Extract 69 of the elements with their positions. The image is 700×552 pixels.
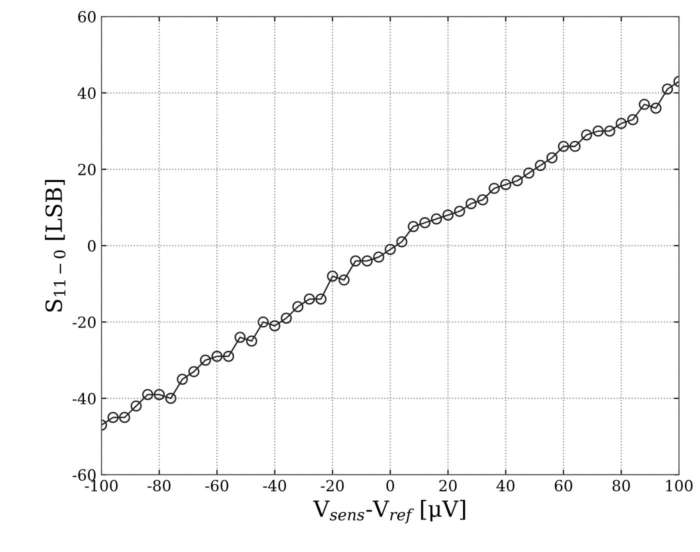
point <box>396 236 408 248</box>
point <box>142 388 154 400</box>
point <box>176 374 188 385</box>
point <box>627 114 638 126</box>
point <box>512 175 523 186</box>
point <box>442 210 454 221</box>
y-tick-label: -40 <box>72 392 96 404</box>
point <box>638 98 650 110</box>
point <box>558 140 570 152</box>
y-tick-label: -20 <box>72 316 96 328</box>
x-tick-label: 60 <box>554 480 572 492</box>
point <box>488 182 500 194</box>
point <box>234 332 246 343</box>
point <box>569 140 581 152</box>
point <box>304 294 315 305</box>
point <box>258 316 269 328</box>
point <box>466 198 477 210</box>
point <box>280 312 292 324</box>
point <box>662 84 674 95</box>
x-tick-label: -100 <box>85 480 118 492</box>
point <box>408 220 419 232</box>
point <box>292 301 304 312</box>
point <box>477 194 488 206</box>
point <box>188 366 200 378</box>
y-tick-label: 0 <box>88 240 96 252</box>
y-tick-label: 40 <box>78 87 96 99</box>
point <box>130 400 142 412</box>
x-tick-label: -80 <box>148 480 171 492</box>
point <box>592 126 604 137</box>
point <box>384 244 396 256</box>
point <box>419 217 430 228</box>
x-tick-label: 80 <box>612 480 630 492</box>
x-tick-label: -60 <box>205 480 228 492</box>
y-axis-title: S$_{11−0}$ [LSB] <box>44 180 66 312</box>
point <box>107 412 119 424</box>
point <box>454 206 466 217</box>
x-tick-label: -40 <box>263 480 286 492</box>
x-tick-label: 0 <box>386 480 394 492</box>
point <box>523 168 534 179</box>
x-tick-label: 40 <box>496 480 514 492</box>
point <box>246 336 258 347</box>
point <box>154 388 165 400</box>
y-tick-label: 60 <box>78 11 96 23</box>
x-axis-title: V$_{sens}$-V$_{ref}$ [μV] <box>313 500 466 524</box>
point <box>338 274 350 286</box>
y-tick-label: -60 <box>72 469 96 481</box>
point <box>119 412 130 424</box>
point <box>650 102 662 114</box>
point <box>616 118 627 130</box>
point <box>350 255 362 266</box>
x-tick-label: 20 <box>439 480 457 492</box>
point <box>211 350 223 362</box>
point <box>604 126 616 137</box>
point <box>222 350 234 362</box>
point <box>581 129 592 140</box>
point <box>200 354 212 366</box>
point <box>326 270 338 282</box>
x-tick-label: -20 <box>320 480 344 492</box>
point <box>546 152 558 164</box>
point <box>500 178 512 190</box>
point <box>362 255 373 266</box>
y-tick-label: 20 <box>78 164 96 176</box>
point <box>269 320 280 332</box>
point <box>534 160 546 172</box>
point <box>373 252 384 263</box>
x-tick-label: 100 <box>666 480 693 492</box>
point <box>165 392 176 404</box>
point <box>315 294 327 305</box>
point <box>430 213 442 224</box>
